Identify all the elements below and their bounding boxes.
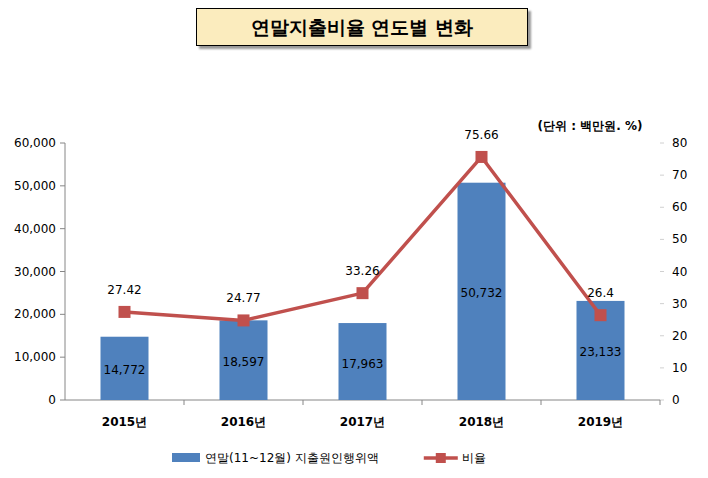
line-label: 27.42 (107, 283, 141, 297)
y-tick-label: 50,000 (14, 179, 56, 193)
y2-tick-label: 20 (672, 329, 687, 343)
y-tick (60, 271, 65, 272)
legend-label: 비율 (462, 451, 486, 465)
legend: 연말(11~12월) 지출원인행위액 비율 (172, 451, 486, 465)
y-tick-label: 0 (48, 393, 56, 407)
y-tick (60, 357, 65, 358)
line-label: 26.4 (587, 286, 614, 300)
y-tick-label: 30,000 (14, 265, 56, 279)
line-label: 24.77 (226, 291, 260, 305)
x-tick (541, 400, 542, 405)
x-tick (660, 400, 661, 405)
bar-label: 14,772 (104, 363, 146, 377)
y-tick (60, 400, 65, 401)
bar (458, 183, 506, 400)
bar-label: 50,732 (461, 286, 503, 300)
bar-label: 23,133 (580, 345, 622, 359)
y2-tick-label: 10 (672, 361, 687, 375)
plot-area (101, 151, 625, 400)
bar (339, 323, 387, 400)
line-marker (595, 309, 607, 321)
y-tick-label: 10,000 (14, 350, 56, 364)
line-label: 33.26 (345, 264, 379, 278)
x-tick-label: 2016년 (221, 415, 266, 429)
x-tick (184, 400, 185, 405)
x-tick (303, 400, 304, 405)
legend-label: 연말(11~12월) 지출원인행위액 (205, 451, 379, 465)
x-tick-label: 2015년 (102, 415, 147, 429)
legend-swatch (172, 453, 200, 462)
line (125, 157, 601, 320)
y2-tick-label: 40 (672, 265, 687, 279)
bar-label: 17,963 (342, 357, 384, 371)
y-tick-label: 40,000 (14, 222, 56, 236)
x-tick-label: 2017년 (340, 415, 385, 429)
x-tick-label: 2018년 (459, 415, 504, 429)
legend-swatch-marker (436, 453, 446, 463)
y2-tick (660, 207, 664, 208)
line-marker (238, 314, 250, 326)
title: 연말지출비율 연도별 변화 (196, 8, 528, 46)
y-tick (60, 185, 65, 186)
y2-tick (660, 175, 664, 176)
y2-tick-label: 0 (672, 393, 680, 407)
y2-tick (660, 239, 664, 240)
bar-label: 18,597 (223, 355, 265, 369)
y2-tick (660, 271, 664, 272)
chart: 0 10,000 20,000 30,000 40,000 50,000 60,000 0 10… (0, 0, 708, 478)
y2-tick (660, 303, 664, 304)
bar (577, 301, 625, 400)
y-tick-label: 60,000 (14, 136, 56, 150)
y2-tick-label: 30 (672, 297, 687, 311)
x-tick (422, 400, 423, 405)
data-labels: 14,772 18,597 17,963 50,732 23,133 27.42 24.77… (104, 128, 622, 377)
y2-tick-label: 80 (672, 136, 687, 150)
y2-tick (660, 400, 664, 401)
line-label: 75.66 (464, 128, 498, 142)
y2-tick-label: 60 (672, 200, 687, 214)
line-marker (476, 151, 488, 163)
line-marker (119, 306, 131, 318)
x-tick-label: 2019년 (578, 415, 623, 429)
bar (101, 337, 149, 400)
y2-tick (660, 335, 664, 336)
y2-tick-label: 70 (672, 168, 687, 182)
y-tick-label: 20,000 (14, 307, 56, 321)
y2-tick-label: 50 (672, 232, 687, 246)
bar (220, 320, 268, 400)
y-tick (60, 228, 65, 229)
y2-tick (660, 367, 664, 368)
y2-tick (660, 143, 664, 144)
y-tick (60, 314, 65, 315)
unit-note: (단위 : 백만원. %) (538, 119, 643, 133)
y-tick (60, 143, 65, 144)
line-marker (357, 287, 369, 299)
